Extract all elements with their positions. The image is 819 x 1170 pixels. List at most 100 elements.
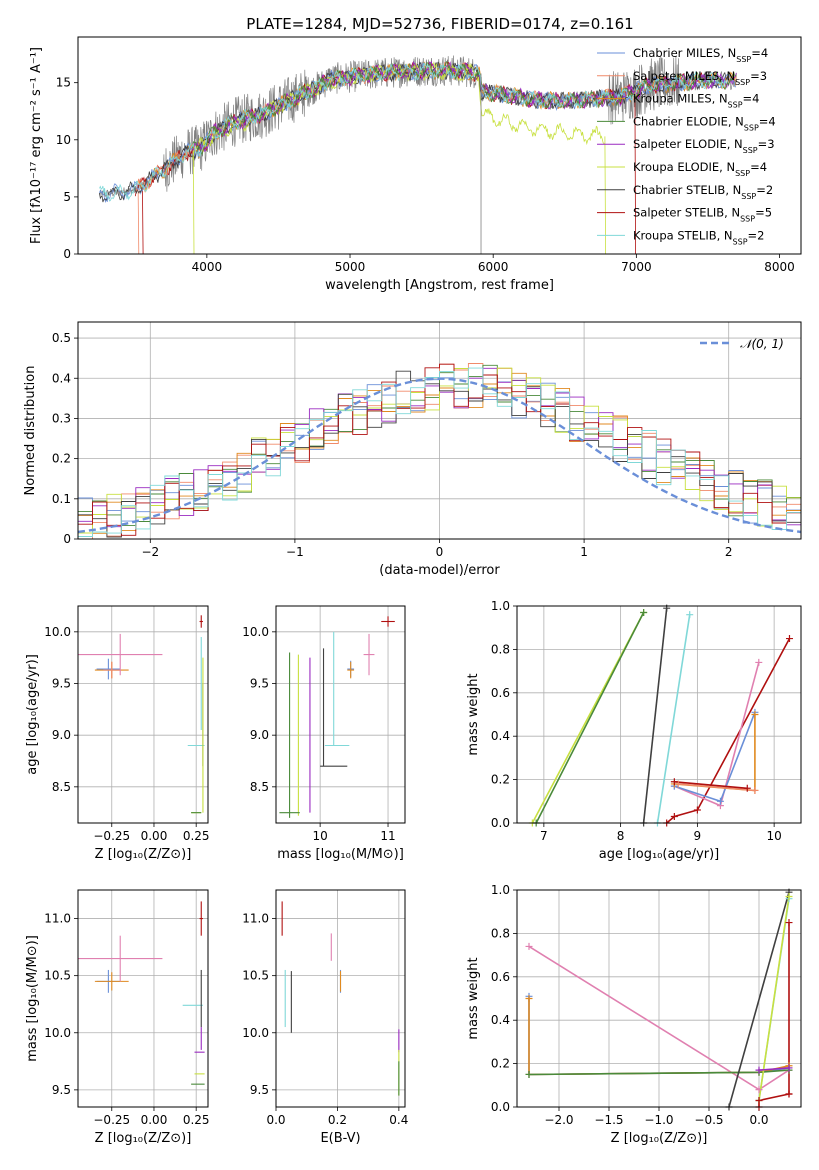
x-tick-label: 9 xyxy=(694,829,702,843)
legend-subscript: SSP xyxy=(735,169,750,178)
legend-label: 𝒩(0, 1) xyxy=(740,337,784,351)
weight-series-salpeter-miles xyxy=(678,783,755,792)
weight-vs-age-panel: 7 8 9 10 0.0 0.2 0.4 0.6 0.8 1.0 age [log₁₀(age/yr… xyxy=(466,599,802,862)
y-tick-label: 9.5 xyxy=(52,1083,71,1097)
x-tick-label: 0.00 xyxy=(141,829,168,843)
legend-value: =4 xyxy=(751,46,768,60)
legend-label: Kroupa MILES, NSSP=4 xyxy=(633,92,759,110)
x-tick-label: −0.5 xyxy=(694,1113,723,1127)
legend-value: =5 xyxy=(755,206,772,220)
weight-point-marker xyxy=(751,711,759,718)
x-axis-label: (data-model)/error xyxy=(379,563,500,578)
weight-point-marker xyxy=(693,806,701,814)
plot-area xyxy=(78,901,205,1085)
plot-area xyxy=(78,363,801,539)
x-tick-label: 8 xyxy=(617,829,625,843)
x-tick-label: 5000 xyxy=(335,260,366,274)
legend-value: =4 xyxy=(750,160,767,174)
residuals-panel: −2 −1 0 1 2 0 0.1 0.2 0.3 0.4 0.5 (data-model)/erro… xyxy=(23,321,802,578)
plot-area xyxy=(281,901,400,1096)
legend-name: Chabrier MILES, N xyxy=(633,46,736,60)
y-tick-label: 10.0 xyxy=(242,1026,269,1040)
age-vs-metallicity-panel: −0.25 0.00 0.25 8.5 9.0 9.5 10.0 Z [log₁₀(Z/Z⊙)… xyxy=(25,605,210,862)
age-vs-mass-panel: 10 11 8.5 9.0 9.5 10.0 mass [log₁₀(M/M⊙)] xyxy=(242,605,406,862)
y-tick-label: 0.6 xyxy=(491,970,510,984)
y-tick-label: 0.5 xyxy=(52,331,71,345)
weight-point-marker xyxy=(525,1070,533,1078)
x-tick-label: −2 xyxy=(141,545,159,559)
x-axis-label: Z [log₁₀(Z/Z⊙)] xyxy=(611,1131,708,1146)
x-tick-label: 8000 xyxy=(764,260,795,274)
y-tick-label: 10 xyxy=(56,133,71,147)
y-tick-label: 0.8 xyxy=(491,642,510,656)
x-tick-label: 0.2 xyxy=(328,1113,347,1127)
x-tick-label: −1 xyxy=(286,545,304,559)
legend-value: =4 xyxy=(743,92,760,106)
y-axis-label: mass weight xyxy=(466,957,481,1039)
x-tick-label: 0.25 xyxy=(183,829,210,843)
axes-frame xyxy=(516,889,802,1108)
weight-point-marker xyxy=(755,1066,763,1074)
legend-name: Chabrier ELODIE, N xyxy=(633,114,744,128)
axes-frame xyxy=(77,36,802,255)
x-tick-label: 2 xyxy=(725,545,733,559)
y-tick-label: 8.5 xyxy=(250,780,269,794)
plot-area xyxy=(279,616,395,818)
y-tick-label: 0.2 xyxy=(491,1057,510,1071)
x-tick-label: −0.25 xyxy=(93,829,130,843)
y-tick-label: 9.0 xyxy=(250,728,269,742)
y-tick-label: 0.4 xyxy=(52,371,71,385)
x-tick-label: 6000 xyxy=(478,260,509,274)
x-tick-label: 11 xyxy=(380,829,395,843)
legend-subscript: SSP xyxy=(733,237,748,246)
weight-series-salpeter-stelib xyxy=(674,781,748,790)
legend-name: Kroupa STELIB, N xyxy=(633,228,733,242)
legend-subscript: SSP xyxy=(736,55,751,64)
legend-value: =4 xyxy=(759,114,776,128)
weight-point-marker xyxy=(670,778,678,786)
y-tick-label: 0.0 xyxy=(491,1100,510,1114)
legend-label: Salpeter ELODIE, NSSP=3 xyxy=(633,137,775,155)
y-tick-label: 9.5 xyxy=(250,677,269,691)
weight-point-marker xyxy=(755,1096,763,1104)
y-tick-label: 0.6 xyxy=(491,686,510,700)
legend-subscript: SSP xyxy=(728,100,743,109)
model-spectrum-chabrier-elodie xyxy=(192,60,737,156)
y-tick-label: 0.2 xyxy=(52,452,71,466)
y-tick-label: 10.5 xyxy=(242,969,269,983)
x-tick-label: 7 xyxy=(540,829,548,843)
weight-series-salpeter-elodie xyxy=(758,1067,790,1071)
legend-value: =2 xyxy=(748,228,765,242)
y-tick-label: 0.0 xyxy=(491,816,510,830)
x-tick-label: 0.0 xyxy=(749,1113,768,1127)
y-tick-label: 15 xyxy=(56,76,71,90)
x-tick-label: −1.0 xyxy=(644,1113,673,1127)
weight-point-marker xyxy=(785,893,793,901)
legend-value: =3 xyxy=(758,137,775,151)
weight-series-chabrier-stelib xyxy=(728,891,790,1107)
axes-frame xyxy=(275,889,406,1108)
weight-series-salpeter-stelib xyxy=(666,638,791,823)
legend-label: Chabrier STELIB, NSSP=2 xyxy=(633,183,773,201)
legend-label: Chabrier MILES, NSSP=4 xyxy=(633,46,768,64)
legend-name: Chabrier STELIB, N xyxy=(633,183,741,197)
weight-vs-metallicity-panel: −2.0 −1.5 −1.0 −0.5 0.0 0.0 0.2 0.4 0.6 0.8 1.0 Z [… xyxy=(466,883,802,1146)
y-tick-label: 9.0 xyxy=(52,728,71,742)
model-spectrum-kroupa-stelib xyxy=(99,62,730,202)
y-tick-label: 0 xyxy=(63,532,71,546)
y-tick-label: 10.0 xyxy=(44,1026,71,1040)
weight-point-marker xyxy=(743,784,751,792)
legend-label: Chabrier ELODIE, NSSP=4 xyxy=(633,114,776,131)
y-tick-label: 0.4 xyxy=(491,729,510,743)
legend-name: Kroupa ELODIE, N xyxy=(633,160,735,174)
legend-name: Kroupa MILES, N xyxy=(633,92,728,106)
x-tick-label: 7000 xyxy=(621,260,652,274)
legend-label: Salpeter MILES, NSSP=3 xyxy=(633,69,767,87)
weight-point-marker xyxy=(686,611,694,619)
y-axis-label: mass weight xyxy=(466,673,481,755)
y-tick-label: 0 xyxy=(63,247,71,261)
mass-vs-ebv-panel: 0.0 0.2 0.4 9.5 10.0 10.5 11.0 E(B-V) xyxy=(242,889,408,1146)
x-tick-label: −0.25 xyxy=(93,1113,130,1127)
x-tick-label: 0.0 xyxy=(266,1113,285,1127)
